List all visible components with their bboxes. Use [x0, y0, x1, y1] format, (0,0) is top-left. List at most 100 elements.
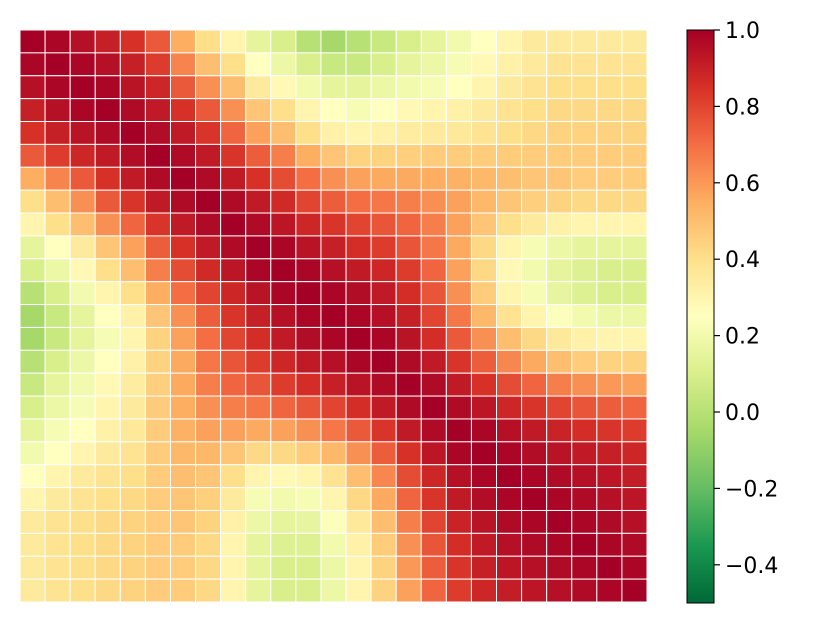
heatmap-cell [596, 143, 623, 168]
heatmap-cell [345, 52, 372, 77]
heatmap-cell [19, 464, 46, 489]
heatmap-cell [521, 509, 548, 534]
heatmap-cell [245, 304, 272, 328]
colorbar-tick-label: 0.2 [725, 325, 760, 350]
heatmap-cell [220, 578, 247, 603]
heatmap-cell [370, 212, 397, 237]
heatmap-cell [270, 395, 297, 420]
heatmap-cell [546, 143, 573, 168]
heatmap-cell [195, 555, 222, 580]
heatmap-cell [496, 304, 523, 328]
heatmap-cell [395, 532, 422, 557]
heatmap-cell [44, 532, 71, 557]
heatmap-cell [571, 166, 598, 191]
heatmap-cell [44, 395, 71, 420]
heatmap-cell [19, 509, 46, 534]
heatmap-cell [445, 372, 472, 397]
heatmap-cell [220, 166, 247, 191]
heatmap-cell [395, 75, 422, 100]
heatmap-cell [195, 304, 222, 328]
heatmap-cell [220, 372, 247, 397]
heatmap-cell [345, 143, 372, 168]
heatmap-cell [546, 395, 573, 420]
heatmap-cell [69, 75, 96, 100]
heatmap-cell [395, 281, 422, 306]
heatmap-cell [69, 235, 96, 260]
heatmap-cell [370, 349, 397, 374]
heatmap-cell [395, 464, 422, 489]
heatmap-cell [320, 395, 347, 420]
heatmap-cell [220, 418, 247, 443]
heatmap-cell [144, 121, 171, 145]
heatmap-cell [270, 212, 297, 237]
heatmap-cell [295, 441, 322, 466]
heatmap-cell [220, 326, 247, 351]
heatmap-cell [94, 464, 121, 489]
heatmap-cell [521, 235, 548, 260]
heatmap-cell [345, 464, 372, 489]
heatmap-cell [596, 418, 623, 443]
heatmap-cell [245, 441, 272, 466]
heatmap-cell [345, 487, 372, 511]
heatmap-cell [19, 189, 46, 214]
heatmap-cell [220, 281, 247, 306]
heatmap-cell [169, 52, 197, 77]
heatmap-cell [420, 166, 447, 191]
heatmap-cell [320, 509, 347, 534]
heatmap-cell [571, 98, 598, 123]
heatmap-cell [596, 258, 623, 283]
heatmap-cell [220, 52, 247, 77]
heatmap-cell [445, 121, 472, 145]
heatmap-cell [571, 395, 598, 420]
heatmap-cell [270, 532, 297, 557]
heatmap-cell [270, 555, 297, 580]
heatmap-cell [119, 121, 146, 145]
heatmap-cell [320, 189, 347, 214]
heatmap-cell [320, 304, 347, 328]
heatmap-cell [19, 487, 46, 511]
heatmap-cell [119, 166, 146, 191]
heatmap-cell [596, 281, 623, 306]
heatmap-cell [19, 441, 46, 466]
heatmap-cell [69, 532, 96, 557]
heatmap-cell [521, 98, 548, 123]
heatmap-cell [445, 395, 472, 420]
heatmap-cell [496, 578, 523, 603]
heatmap-cell [345, 235, 372, 260]
heatmap-cell [94, 98, 121, 123]
heatmap-cell [119, 258, 146, 283]
heatmap-cell [119, 29, 146, 54]
heatmap-cell [44, 349, 71, 374]
heatmap-cell [144, 441, 171, 466]
heatmap-cell [596, 555, 623, 580]
heatmap-cell [470, 304, 498, 328]
heatmap-cell [169, 555, 197, 580]
heatmap-cell [119, 98, 146, 123]
heatmap-cell [220, 98, 247, 123]
heatmap-cell [470, 235, 498, 260]
heatmap-cell [169, 235, 197, 260]
heatmap-cell [521, 281, 548, 306]
heatmap-cell [220, 143, 247, 168]
heatmap-cell [470, 52, 498, 77]
heatmap-cell [445, 304, 472, 328]
heatmap-cell [119, 509, 146, 534]
heatmap-cell [345, 212, 372, 237]
heatmap-cell [19, 395, 46, 420]
heatmap-cell [94, 395, 121, 420]
heatmap-cell [445, 349, 472, 374]
heatmap-cell [220, 212, 247, 237]
heatmap-cell [44, 464, 71, 489]
heatmap-cell [119, 349, 146, 374]
heatmap-cell [571, 29, 598, 54]
heatmap-cell [220, 75, 247, 100]
heatmap-cell [320, 258, 347, 283]
heatmap-cell [445, 98, 472, 123]
heatmap-cell [44, 189, 71, 214]
heatmap-cell [496, 258, 523, 283]
heatmap-cell [445, 143, 472, 168]
heatmap-cell [195, 326, 222, 351]
heatmap-cell [144, 258, 171, 283]
heatmap-cell [420, 98, 447, 123]
heatmap-cell [144, 349, 171, 374]
